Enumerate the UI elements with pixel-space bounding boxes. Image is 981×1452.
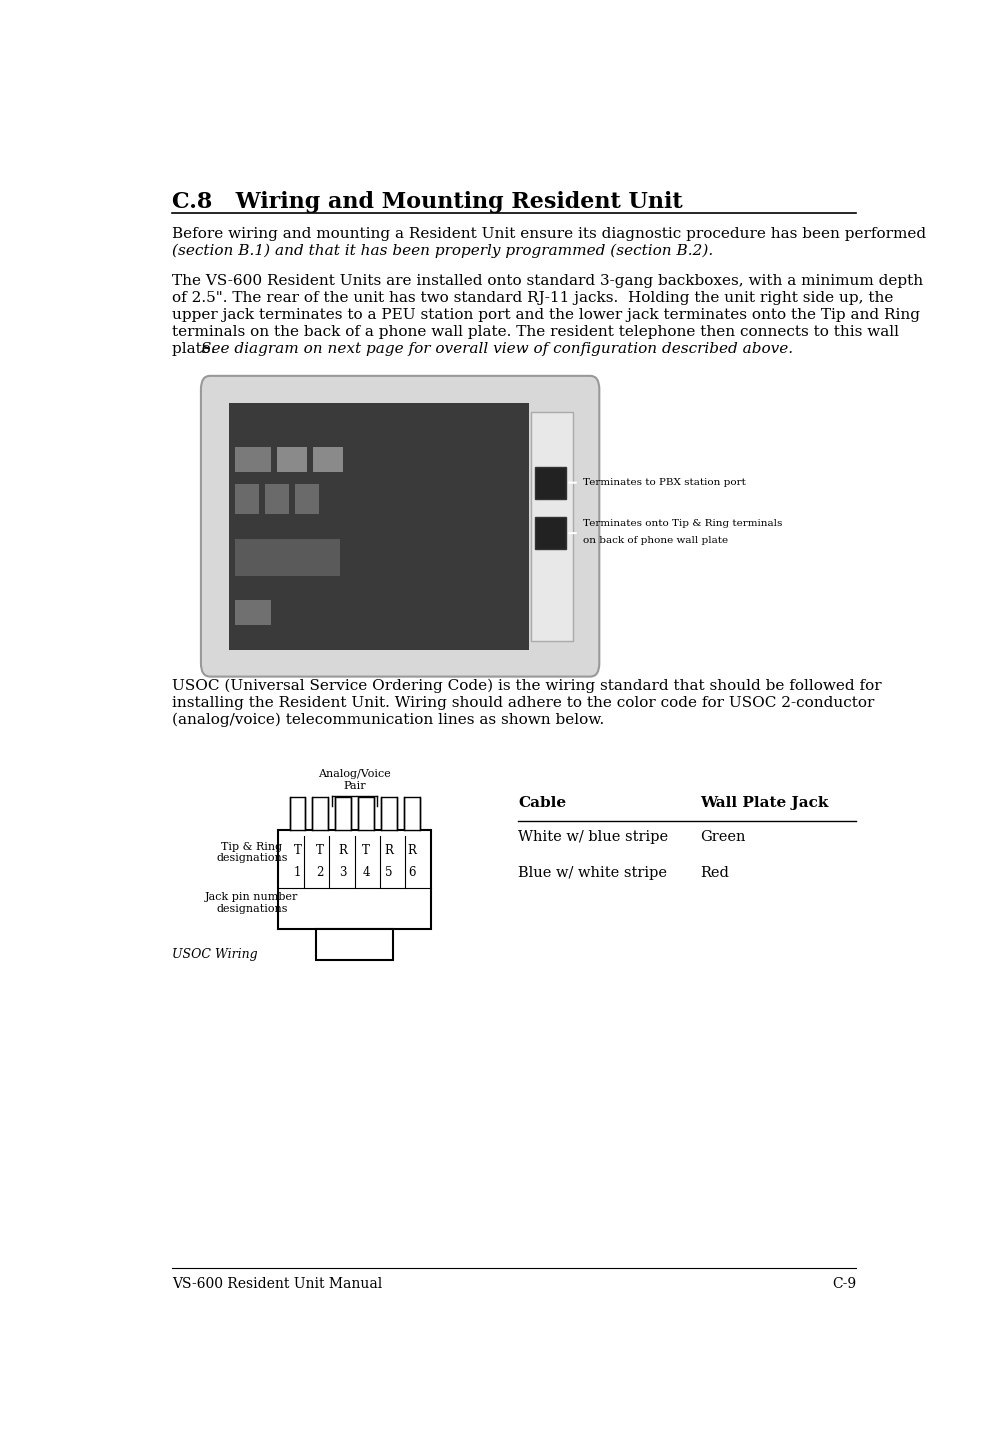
Text: Wall Plate Jack: Wall Plate Jack <box>700 796 829 810</box>
Text: T: T <box>316 844 325 857</box>
Bar <box>535 517 566 549</box>
Text: C.8   Wiring and Mounting Resident Unit: C.8 Wiring and Mounting Resident Unit <box>172 192 683 213</box>
Text: White w/ blue stripe: White w/ blue stripe <box>518 831 668 844</box>
Text: on back of phone wall plate: on back of phone wall plate <box>583 536 728 546</box>
Text: Cable: Cable <box>518 796 566 810</box>
Bar <box>295 484 319 514</box>
Text: +: + <box>292 815 303 828</box>
Text: Terminates to PBX station port: Terminates to PBX station port <box>583 478 746 488</box>
Bar <box>229 402 530 650</box>
Bar <box>235 484 259 514</box>
Text: installing the Resident Unit. Wiring should adhere to the color code for USOC 2-: installing the Resident Unit. Wiring sho… <box>172 696 874 710</box>
Text: +: + <box>361 815 371 828</box>
Text: Blue w/ white stripe: Blue w/ white stripe <box>518 865 667 880</box>
Text: (analog/voice) telecommunication lines as shown below.: (analog/voice) telecommunication lines a… <box>172 713 604 727</box>
Bar <box>535 466 566 498</box>
Text: upper jack terminates to a PEU station port and the lower jack terminates onto t: upper jack terminates to a PEU station p… <box>172 308 920 322</box>
Text: R: R <box>385 844 393 857</box>
Text: C-9: C-9 <box>832 1276 856 1291</box>
Text: +: + <box>315 815 326 828</box>
Text: VS-600 Resident Unit Manual: VS-600 Resident Unit Manual <box>172 1276 383 1291</box>
Text: terminals on the back of a phone wall plate. The resident telephone then connect: terminals on the back of a phone wall pl… <box>172 325 899 340</box>
Text: See diagram on next page for overall view of configuration described above.: See diagram on next page for overall vie… <box>201 343 793 356</box>
Text: (section B.1) and that it has been properly programmed (section B.2).: (section B.1) and that it has been prope… <box>172 244 713 258</box>
Text: plate.: plate. <box>172 343 221 356</box>
Bar <box>313 447 343 472</box>
Text: -: - <box>387 815 390 828</box>
Text: Before wiring and mounting a Resident Unit ensure its diagnostic procedure has b: Before wiring and mounting a Resident Un… <box>172 227 926 241</box>
Bar <box>235 539 340 575</box>
Text: 3: 3 <box>339 867 347 880</box>
Bar <box>336 797 351 831</box>
Bar <box>235 447 271 472</box>
Bar <box>358 797 374 831</box>
Text: -: - <box>341 815 345 828</box>
Text: The VS-600 Resident Units are installed onto standard 3-gang backboxes, with a m: The VS-600 Resident Units are installed … <box>172 274 923 289</box>
Text: Jack pin number
designations: Jack pin number designations <box>205 892 298 913</box>
Bar <box>403 797 420 831</box>
Text: T: T <box>362 844 370 857</box>
Text: 6: 6 <box>408 867 415 880</box>
Bar <box>277 447 307 472</box>
Text: Tip & Ring
designations: Tip & Ring designations <box>216 842 287 864</box>
Text: USOC Wiring: USOC Wiring <box>172 948 258 961</box>
Text: 1: 1 <box>293 867 301 880</box>
Text: 4: 4 <box>362 867 370 880</box>
Bar <box>289 797 305 831</box>
Text: Green: Green <box>700 831 746 844</box>
Bar <box>265 484 289 514</box>
Text: R: R <box>338 844 347 857</box>
Text: -: - <box>409 815 414 828</box>
Text: of 2.5". The rear of the unit has two standard RJ-11 jacks.  Holding the unit ri: of 2.5". The rear of the unit has two st… <box>172 292 894 305</box>
Text: T: T <box>293 844 301 857</box>
FancyBboxPatch shape <box>201 376 599 677</box>
Bar <box>531 411 573 640</box>
Bar <box>235 600 271 624</box>
Text: Terminates onto Tip & Ring terminals: Terminates onto Tip & Ring terminals <box>583 518 782 527</box>
Text: 2: 2 <box>317 867 324 880</box>
Bar <box>317 929 392 960</box>
Bar <box>381 797 396 831</box>
Bar <box>279 831 431 929</box>
Text: USOC (Universal Service Ordering Code) is the wiring standard that should be fol: USOC (Universal Service Ordering Code) i… <box>172 678 882 693</box>
Text: Red: Red <box>700 865 729 880</box>
Text: R: R <box>407 844 416 857</box>
Text: 5: 5 <box>385 867 392 880</box>
Bar <box>312 797 329 831</box>
Text: Analog/Voice
Pair: Analog/Voice Pair <box>318 770 390 791</box>
